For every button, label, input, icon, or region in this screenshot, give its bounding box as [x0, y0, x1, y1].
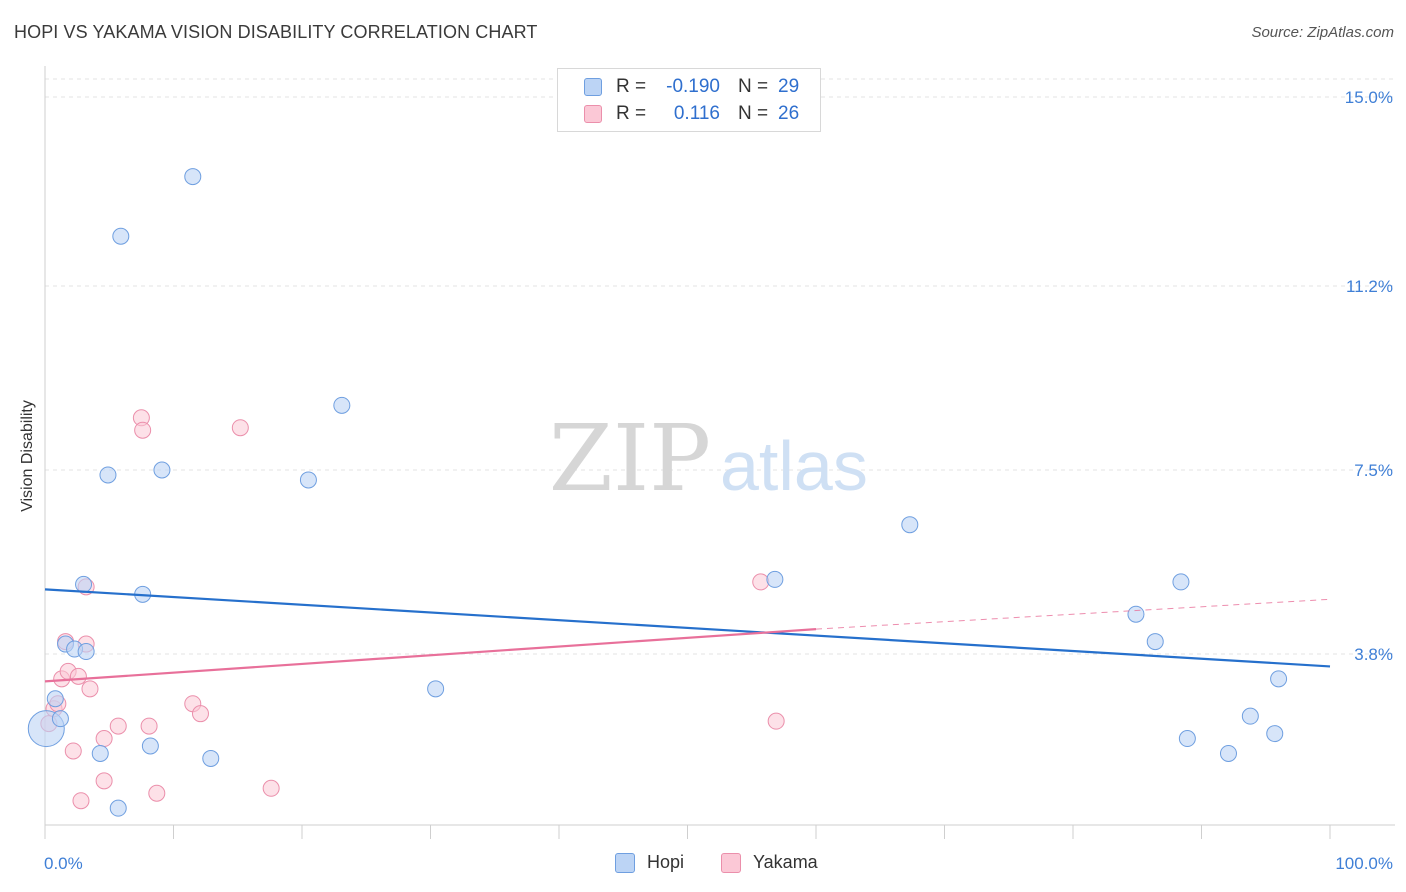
yakama-point	[72, 792, 90, 810]
n-value: 29	[778, 76, 800, 97]
yakama-point	[262, 779, 280, 797]
yakama-point	[64, 742, 82, 760]
yakama-point	[69, 667, 87, 685]
hopi-point	[46, 690, 64, 708]
y-tick-label: 3.8%	[1354, 645, 1393, 664]
n-label: N =	[738, 103, 769, 124]
series-legend: Hopi Yakama	[0, 852, 1406, 876]
hopi-point	[141, 737, 159, 755]
legend-item-yakama[interactable]: Yakama	[721, 852, 818, 873]
r-label: R =	[616, 76, 647, 97]
stats-row-hopi: R = -0.190 N = 29	[584, 75, 800, 99]
tick-labels: 3.8% 7.5% 11.2% 15.0% 0.0% 100.0%	[44, 88, 1393, 873]
hopi-point	[77, 643, 95, 661]
yakama-swatch	[584, 105, 602, 123]
hopi-point	[1266, 725, 1284, 743]
x-tick-label: 100.0%	[1335, 854, 1393, 873]
hopi-point	[427, 680, 445, 698]
stats-legend: R = -0.190 N = 29 R = 0.116 N = 26	[557, 68, 821, 132]
hopi-point	[1270, 670, 1288, 688]
yakama-point	[134, 421, 152, 439]
hopi-point	[901, 516, 919, 534]
r-value: 0.116	[673, 103, 720, 124]
n-value: 26	[778, 103, 800, 124]
yakama-point	[752, 573, 770, 591]
hopi-point	[1178, 730, 1196, 748]
legend-item-hopi[interactable]: Hopi	[615, 852, 684, 873]
hopi-point	[1172, 573, 1190, 591]
hopi-point	[91, 744, 109, 762]
legend-label-hopi: Hopi	[647, 852, 685, 872]
hopi-point	[1127, 605, 1145, 623]
legend-label-yakama: Yakama	[753, 852, 818, 872]
watermark-atlas: atlas	[720, 427, 868, 505]
hopi-point	[766, 570, 784, 588]
y-tick-label: 7.5%	[1354, 461, 1393, 480]
chart-title: HOPI VS YAKAMA VISION DISABILITY CORRELA…	[14, 22, 538, 42]
yakama-point	[81, 680, 99, 698]
yakama-point	[95, 772, 113, 790]
yakama-point	[191, 705, 209, 723]
hopi-point	[109, 799, 127, 817]
hopi-swatch	[584, 78, 602, 96]
hopi-point	[184, 168, 202, 186]
n-label: N =	[738, 76, 769, 97]
hopi-legend-swatch	[615, 852, 635, 873]
r-label: R =	[616, 103, 647, 124]
x-tick-label: 0.0%	[44, 854, 83, 873]
watermark-zip: ZIP	[549, 405, 711, 512]
source-label: Source: ZipAtlas.com	[1251, 24, 1394, 41]
r-value: -0.190	[666, 76, 720, 97]
stats-row-yakama: R = 0.116 N = 26	[584, 102, 800, 126]
hopi-point	[75, 575, 93, 593]
hopi-point	[1219, 744, 1237, 762]
y-tick-label: 15.0%	[1345, 88, 1393, 107]
hopi-point	[51, 710, 69, 728]
hopi-point	[99, 466, 117, 484]
hopi-point	[1241, 707, 1259, 725]
yakama-point	[231, 419, 249, 437]
yakama-point	[109, 717, 127, 735]
yakama-point	[140, 717, 158, 735]
hopi-trend-line	[44, 588, 1331, 668]
hopi-points	[27, 168, 1288, 817]
yakama-trend-extension	[815, 598, 1331, 630]
yakama-point	[148, 784, 166, 802]
yakama-legend-swatch	[721, 852, 741, 873]
trend-lines	[44, 588, 1331, 683]
yakama-point	[95, 730, 113, 748]
hopi-point	[202, 749, 220, 767]
hopi-point	[1146, 633, 1164, 651]
grid-lines	[45, 78, 1395, 655]
yakama-trend-line	[44, 628, 817, 683]
axes	[44, 66, 1395, 839]
hopi-point	[153, 461, 171, 479]
hopi-point	[112, 227, 130, 245]
hopi-point	[299, 471, 317, 489]
yakama-point	[767, 712, 785, 730]
y-tick-label: 11.2%	[1346, 277, 1393, 296]
watermark: ZIP atlas	[549, 405, 868, 512]
hopi-point	[333, 396, 351, 414]
